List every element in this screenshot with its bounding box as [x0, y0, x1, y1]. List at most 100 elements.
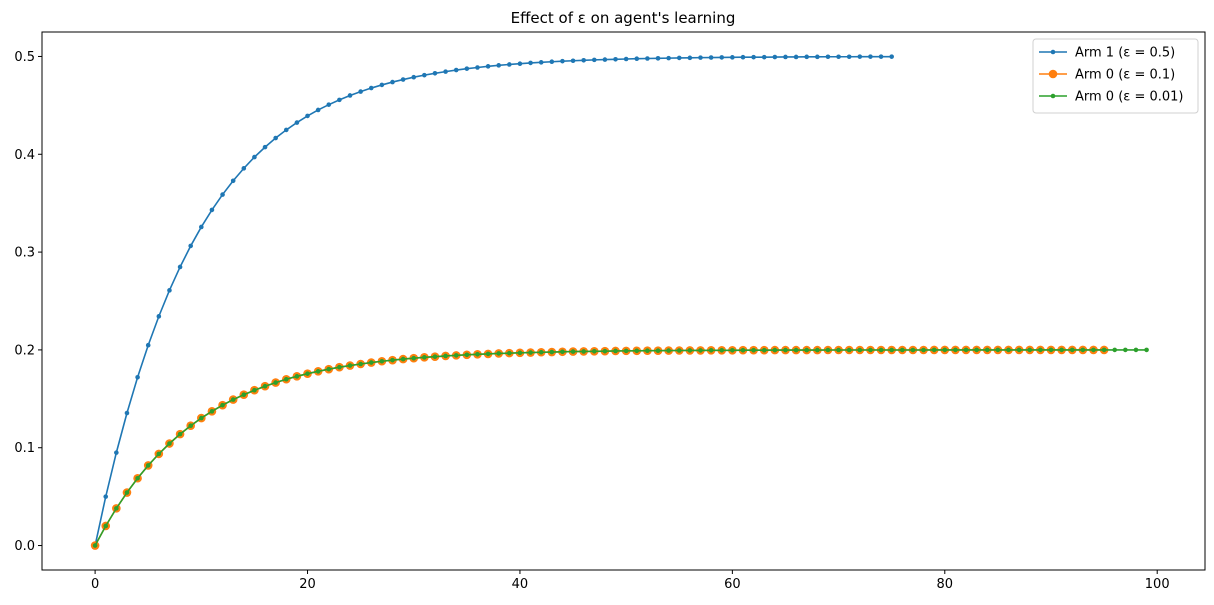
data-point [145, 342, 151, 348]
data-point [422, 72, 427, 78]
data-point [761, 347, 767, 353]
data-point [443, 69, 448, 74]
data-point [591, 348, 597, 354]
data-point [114, 506, 119, 511]
data-point [815, 54, 820, 60]
data-point [921, 347, 926, 353]
data-point [347, 363, 353, 368]
plot-frame [41, 31, 1206, 571]
data-point [708, 55, 714, 60]
legend-marker [1048, 69, 1058, 79]
series-0 [92, 54, 894, 548]
data-point [379, 358, 385, 364]
data-point [708, 348, 714, 353]
data-point [857, 54, 863, 59]
data-point [804, 54, 810, 60]
data-point [188, 243, 193, 249]
data-point [305, 371, 310, 376]
chart-title: Effect of ε on agent's learning [511, 9, 736, 27]
data-point [1069, 347, 1075, 353]
data-point [368, 360, 374, 365]
data-point [326, 102, 332, 107]
data-point [560, 58, 565, 64]
data-point [103, 523, 109, 529]
data-point [613, 56, 618, 62]
data-point [984, 347, 990, 353]
data-point [549, 59, 555, 65]
data-point [517, 61, 523, 66]
data-point [145, 463, 151, 468]
data-point [220, 402, 225, 408]
data-point [1027, 347, 1033, 353]
data-point [953, 347, 958, 353]
data-point [294, 374, 300, 379]
data-point [283, 376, 289, 382]
data-point [613, 348, 618, 354]
legend-label: Arm 0 (ε = 0.1) [1075, 68, 1175, 83]
series-line [94, 349, 1105, 546]
data-point [1144, 347, 1149, 353]
data-point [347, 93, 353, 98]
legend-box [1032, 38, 1199, 114]
data-point [485, 351, 491, 357]
data-point [772, 54, 778, 60]
data-point [241, 166, 247, 171]
data-point [177, 264, 183, 270]
data-point [836, 54, 841, 60]
data-point [315, 369, 321, 374]
series-2 [92, 347, 1149, 548]
data-point [453, 353, 459, 358]
data-point [124, 410, 130, 416]
data-point [252, 154, 257, 160]
legend-entry: Arm 0 (ε = 0.01) [1039, 90, 1183, 105]
data-point [538, 349, 544, 355]
data-point [337, 97, 342, 103]
data-point [135, 475, 140, 481]
data-point [889, 54, 894, 59]
data-point [390, 357, 395, 363]
data-point [857, 347, 863, 353]
data-point [358, 361, 363, 367]
data-point [623, 348, 629, 354]
data-point [167, 441, 172, 446]
data-point [868, 347, 873, 353]
data-point [475, 352, 480, 357]
data-point [464, 352, 470, 358]
data-point [581, 349, 586, 354]
data-point [315, 107, 321, 113]
data-point [698, 55, 703, 60]
data-point [602, 348, 608, 354]
data-point [793, 347, 799, 353]
data-point [103, 494, 109, 499]
data-point [878, 347, 884, 353]
data-point [528, 60, 533, 66]
data-point [135, 374, 140, 380]
data-point [591, 57, 597, 63]
data-point [570, 349, 576, 354]
data-point [464, 66, 470, 71]
data-point [305, 113, 310, 119]
data-point [676, 55, 682, 61]
data-point [209, 409, 215, 414]
data-point [156, 451, 162, 457]
legend-marker [1050, 49, 1056, 55]
data-point [910, 347, 916, 353]
data-point [740, 54, 746, 60]
data-point [1006, 347, 1011, 353]
data-point [262, 383, 268, 389]
data-point [751, 54, 756, 60]
data-point [326, 366, 332, 372]
x-tick-label: 80 [937, 577, 954, 592]
data-point [422, 355, 427, 360]
data-point [528, 350, 533, 355]
data-point [719, 348, 725, 353]
data-point [836, 347, 841, 353]
data-point [1091, 347, 1096, 353]
data-point [666, 55, 671, 61]
x-tick-label: 100 [1145, 577, 1170, 592]
data-point [846, 347, 852, 353]
data-point [241, 392, 247, 398]
data-point [942, 347, 948, 353]
data-point [1133, 347, 1139, 353]
